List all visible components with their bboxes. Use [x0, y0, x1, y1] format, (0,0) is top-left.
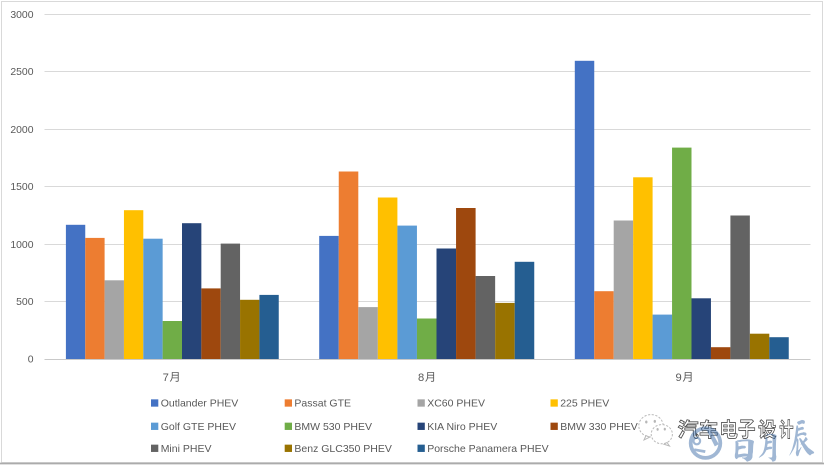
svg-text:BMW 330 PHEV: BMW 330 PHEV [560, 421, 638, 433]
svg-text:Benz GLC350 PHEV: Benz GLC350 PHEV [294, 443, 391, 455]
svg-text:KIA Niro PHEV: KIA Niro PHEV [427, 421, 497, 433]
svg-text:BMW 530 PHEV: BMW 530 PHEV [294, 421, 372, 433]
svg-text:225 PHEV: 225 PHEV [560, 398, 609, 410]
svg-text:Golf GTE PHEV: Golf GTE PHEV [161, 421, 236, 433]
svg-text:XC60 PHEV: XC60 PHEV [427, 398, 485, 410]
svg-text:3000: 3000 [10, 10, 33, 21]
svg-text:8: 8 [418, 372, 424, 384]
svg-text:0: 0 [28, 355, 34, 366]
svg-text:9: 9 [676, 372, 682, 384]
svg-text:2000: 2000 [10, 125, 33, 136]
svg-text:1000: 1000 [10, 240, 33, 251]
svg-text:Porsche Panamera PHEV: Porsche Panamera PHEV [427, 443, 548, 455]
svg-text:500: 500 [16, 297, 34, 308]
svg-text:Passat GTE: Passat GTE [294, 398, 351, 410]
svg-text:Mini PHEV: Mini PHEV [161, 443, 212, 455]
svg-text:7: 7 [163, 372, 169, 384]
svg-text:2500: 2500 [10, 67, 33, 78]
svg-text:Outlander PHEV: Outlander PHEV [161, 398, 239, 410]
svg-text:1500: 1500 [10, 182, 33, 193]
